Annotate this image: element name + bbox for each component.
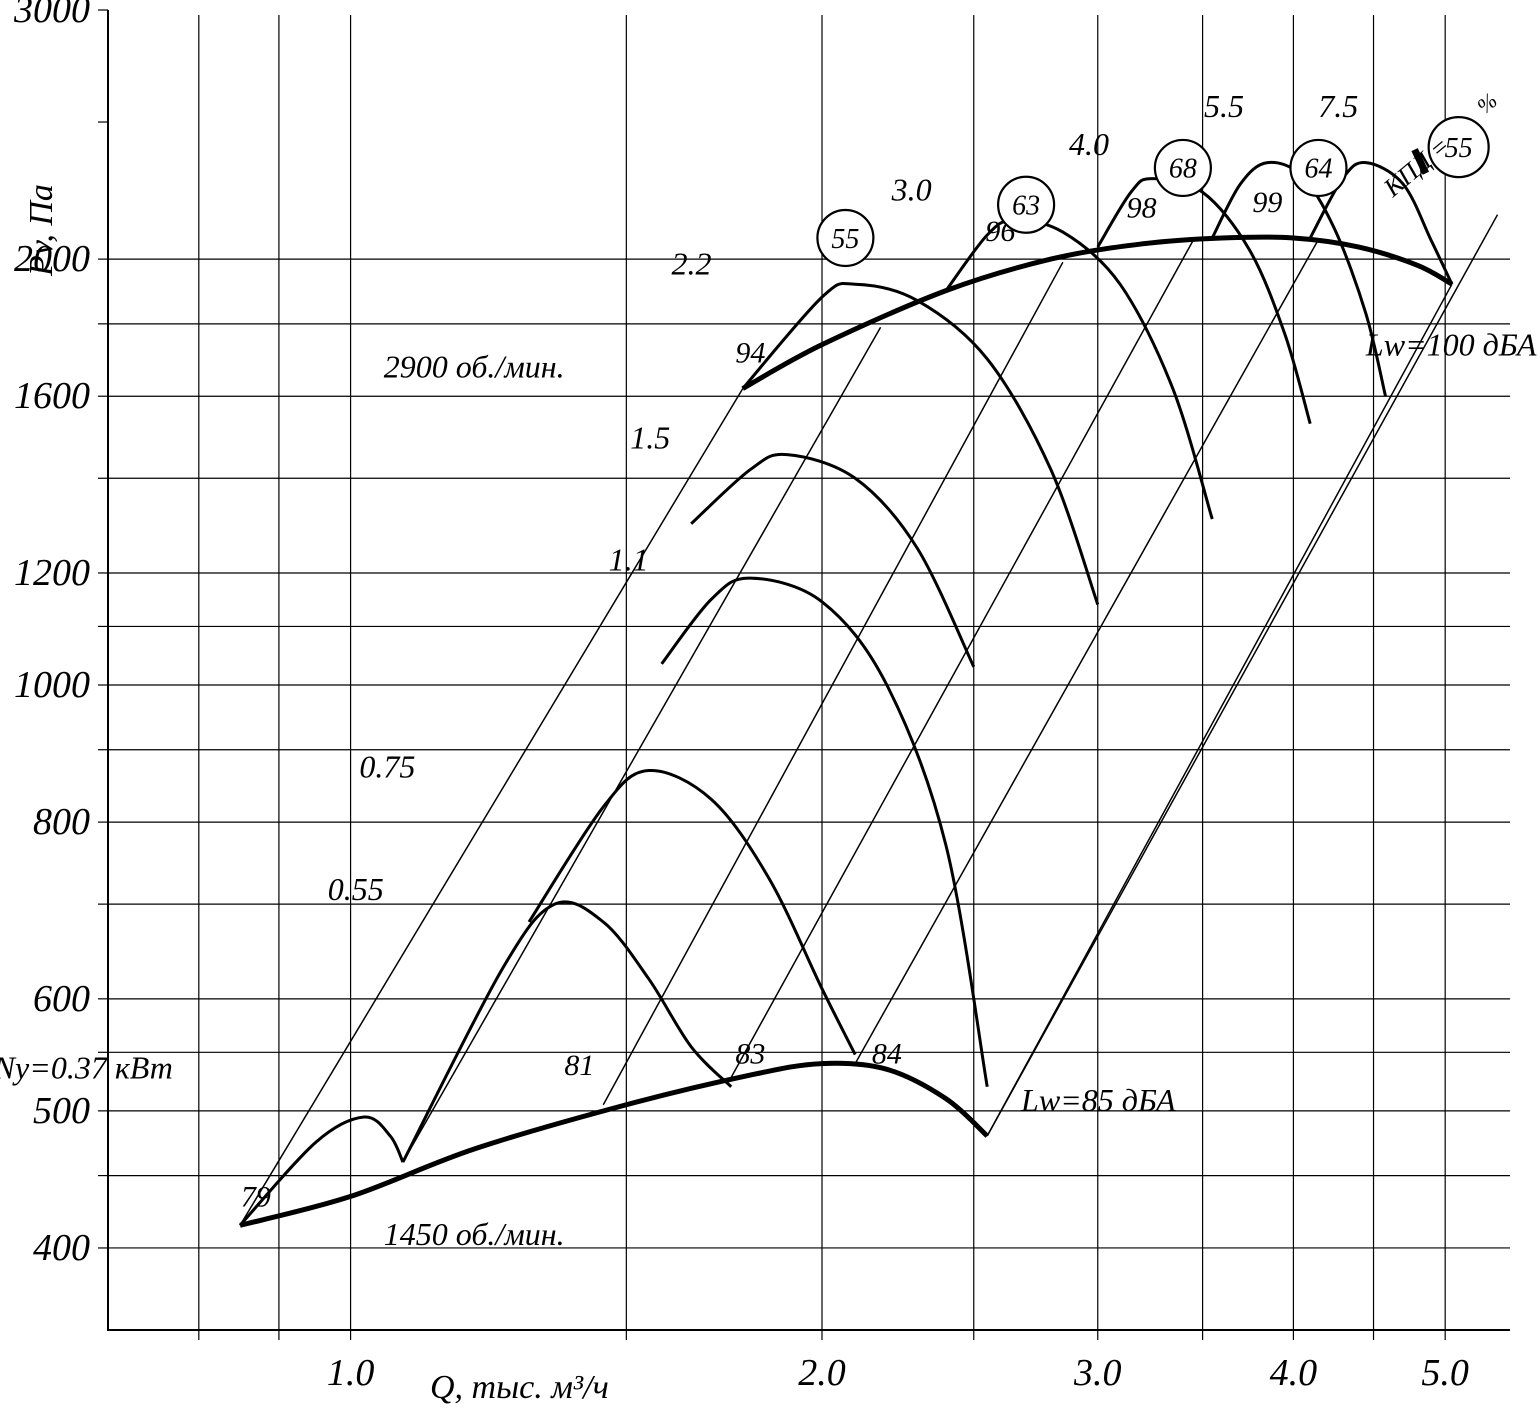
db-label: 99 xyxy=(1252,186,1282,219)
rpm-label: 1450 об./мин. xyxy=(384,1216,565,1252)
power-label: 0.75 xyxy=(359,749,415,785)
kpd-value: 63 xyxy=(1012,191,1040,222)
db-label: 81 xyxy=(564,1049,594,1082)
power-label: 4.0 xyxy=(1069,126,1109,162)
power-curve xyxy=(1212,162,1385,396)
power-label: 3.0 xyxy=(891,172,932,208)
annotation: Lw=100 дБА xyxy=(1365,326,1537,362)
db-label: 84 xyxy=(872,1038,902,1071)
x-tick-label: 1.0 xyxy=(327,1352,375,1394)
efficiency-ray xyxy=(855,239,1318,1063)
y-tick-label: 400 xyxy=(33,1227,90,1269)
power-label: 0.55 xyxy=(328,871,384,907)
power-label: 2.2 xyxy=(671,246,711,282)
power-label: 5.5 xyxy=(1204,88,1244,124)
power-curve xyxy=(691,454,974,666)
kpd-value: 55 xyxy=(831,224,859,255)
power-curve xyxy=(743,283,1098,604)
y-tick-label: 800 xyxy=(33,801,90,843)
y-tick-label: 3000 xyxy=(13,0,90,31)
y-tick-label: 500 xyxy=(33,1090,90,1132)
y-tick-label: 1000 xyxy=(14,664,90,706)
db-label: 79 xyxy=(241,1180,271,1213)
power-label: Ny=0.37 кВт xyxy=(0,1050,173,1086)
rpm-label: 2900 об./мин. xyxy=(384,348,565,384)
power-curve xyxy=(529,770,855,1054)
annotation: % xyxy=(1472,88,1502,119)
db-label: 83 xyxy=(735,1038,765,1071)
power-label: 7.5 xyxy=(1318,88,1358,124)
power-curve xyxy=(946,220,1212,519)
y-tick-label: 600 xyxy=(33,978,90,1020)
x-tick-label: 5.0 xyxy=(1421,1352,1469,1394)
db-label: 98 xyxy=(1127,192,1157,225)
power-label: 1.1 xyxy=(609,541,649,577)
x-tick-label: 3.0 xyxy=(1073,1352,1122,1394)
y-tick-label: 1200 xyxy=(14,552,90,594)
x-tick-label: 2.0 xyxy=(798,1352,846,1394)
power-curve xyxy=(662,578,988,1087)
y-axis-label: Pv, Па xyxy=(23,184,60,277)
rpm-curve xyxy=(240,1063,987,1225)
efficiency-ray xyxy=(603,262,1063,1105)
y-tick-label: 1600 xyxy=(14,375,90,417)
kpd-value: 68 xyxy=(1169,154,1197,185)
efficiency-ray xyxy=(731,241,1193,1077)
x-axis-label: Q, тыс. м³/ч xyxy=(430,1369,609,1406)
kpd-value: 64 xyxy=(1304,154,1332,185)
efficiency-ray xyxy=(240,389,743,1226)
annotation: Lw=85 дБА xyxy=(1020,1082,1176,1118)
x-tick-label: 4.0 xyxy=(1270,1352,1318,1394)
efficiency-ray xyxy=(987,284,1452,1136)
db-label: 94 xyxy=(735,337,765,370)
power-label: 1.5 xyxy=(630,419,670,455)
axes-frame xyxy=(108,10,1510,1330)
